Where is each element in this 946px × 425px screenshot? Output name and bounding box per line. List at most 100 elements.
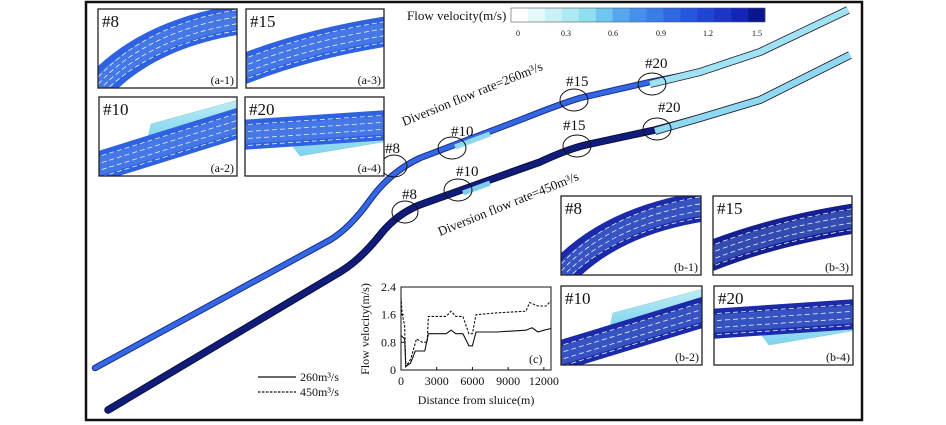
chart-legend: 260m³/s 450m³/s bbox=[258, 370, 339, 399]
colorbar-tick: 0.6 bbox=[608, 29, 618, 38]
inset-title: #10 bbox=[565, 289, 591, 308]
colorbar-swatch bbox=[697, 8, 715, 22]
channel-260 bbox=[91, 6, 850, 372]
flow-arrows bbox=[713, 215, 852, 253]
flow-arrows bbox=[561, 302, 702, 346]
colorbar-swatch bbox=[646, 8, 664, 22]
colorbar-tick: 1.2 bbox=[703, 29, 713, 38]
flow-arrows bbox=[246, 21, 384, 59]
flow-arrows bbox=[561, 203, 701, 273]
colorbar-swatch bbox=[544, 8, 563, 22]
marker-label: #20 bbox=[658, 100, 681, 116]
colorbar-swatch bbox=[578, 8, 596, 22]
colorbar-swatch bbox=[561, 8, 580, 22]
x-tick-label: 9000 bbox=[496, 374, 520, 388]
inset-title: #15 bbox=[250, 12, 276, 31]
x-tick-label: 3000 bbox=[425, 374, 449, 388]
velocity-chart: Distance from sluice(m) Flow velocity(m/… bbox=[358, 280, 559, 407]
legend-dashed-label: 450m³/s bbox=[300, 385, 339, 399]
flow-arrows bbox=[714, 310, 853, 322]
marker-label: #8 bbox=[402, 187, 417, 203]
inset-tag: (a-3) bbox=[358, 73, 381, 87]
flow-arrows bbox=[713, 222, 852, 260]
inset-title: #10 bbox=[103, 100, 129, 119]
marker-label: #15 bbox=[566, 74, 589, 90]
colorbar-swatches bbox=[511, 8, 766, 22]
flow-arrows bbox=[245, 135, 384, 147]
colorbar-swatch bbox=[527, 8, 546, 22]
inset-tag: (b-1) bbox=[674, 260, 698, 274]
y-tick-label: 1.6 bbox=[381, 308, 396, 322]
inset-tag: (b-4) bbox=[826, 350, 850, 364]
flow-arrows bbox=[561, 309, 702, 353]
inset-b2: #10 (b-2) bbox=[560, 285, 703, 366]
flow-arrows bbox=[570, 217, 701, 275]
inset-title: #8 bbox=[565, 199, 582, 218]
inset-a2: #10 (a-2) bbox=[98, 96, 238, 177]
marker-label: #15 bbox=[563, 118, 586, 134]
channel-450 bbox=[104, 51, 852, 414]
inset-a4: #20 (a-4) bbox=[244, 96, 385, 177]
flow-arrows bbox=[714, 317, 853, 329]
lower-markers: #8 #10 #15 #20 bbox=[391, 100, 681, 224]
series-line-260m³/s bbox=[400, 327, 552, 368]
colorbar-swatch bbox=[714, 8, 732, 22]
colorbar-tick: 1.5 bbox=[752, 29, 762, 38]
flow-arrows bbox=[713, 208, 852, 246]
flow-arrows bbox=[246, 35, 384, 73]
inset-a3: #15 (a-3) bbox=[245, 8, 385, 89]
colorbar-tick: 0 bbox=[516, 29, 520, 38]
flow-arrows bbox=[99, 113, 237, 157]
marker-label: #8 bbox=[385, 141, 400, 157]
flow-arrows bbox=[100, 23, 237, 88]
marker-label: #20 bbox=[645, 56, 668, 72]
colorbar-swatch bbox=[680, 8, 698, 22]
inset-a1: #8 (a-1) bbox=[97, 8, 238, 89]
flow-arrows bbox=[245, 121, 384, 133]
inset-b4: #20 (b-4) bbox=[713, 285, 854, 366]
y-tick-label: 0.8 bbox=[381, 335, 396, 349]
colorbar-swatch bbox=[612, 8, 630, 22]
flow-arrows bbox=[714, 303, 853, 315]
y-tick-label: 0 bbox=[390, 363, 396, 377]
x-tick-label: 12000 bbox=[529, 374, 559, 388]
inset-title: #20 bbox=[249, 100, 275, 119]
inset-tag: (a-4) bbox=[358, 161, 381, 175]
x-tick-label: 0 bbox=[398, 374, 404, 388]
x-tick-label: 6000 bbox=[460, 374, 484, 388]
inset-tag: (b-3) bbox=[825, 260, 849, 274]
marker-label: #10 bbox=[451, 124, 474, 140]
flow-arrows bbox=[246, 28, 384, 66]
colorbar-swatch bbox=[748, 8, 766, 22]
flow-arrows bbox=[99, 120, 237, 164]
colorbar-tick: 0.3 bbox=[561, 29, 571, 38]
flow-arrows bbox=[98, 9, 237, 79]
flow-arrows bbox=[563, 210, 701, 275]
colorbar-swatch bbox=[511, 8, 529, 22]
colorbar-swatch bbox=[663, 8, 681, 22]
flow-arrows bbox=[561, 316, 702, 360]
flow-arrows bbox=[561, 196, 701, 266]
inset-title: #15 bbox=[717, 199, 743, 218]
flow-arrows bbox=[98, 16, 237, 86]
flow-arrows bbox=[245, 114, 384, 126]
flow-arrows bbox=[713, 229, 852, 267]
flow-arrows bbox=[564, 323, 702, 365]
colorbar-swatch bbox=[629, 8, 647, 22]
marker-label: #10 bbox=[456, 164, 479, 180]
inset-title: #20 bbox=[718, 289, 744, 308]
colorbar-swatch bbox=[731, 8, 749, 22]
inset-tag: (a-2) bbox=[211, 161, 234, 175]
colorbar-border bbox=[510, 7, 766, 23]
colorbar-swatch bbox=[595, 8, 613, 22]
legend-solid-label: 260m³/s bbox=[300, 370, 339, 384]
series-line-450m³/s bbox=[400, 297, 552, 369]
flow-arrows bbox=[107, 30, 237, 88]
chart-ylabel: Flow velocity(m/s) bbox=[358, 283, 372, 375]
colorbar-title: Flow velocity(m/s) bbox=[407, 8, 506, 23]
flow-arrows bbox=[246, 42, 384, 80]
flow-arrows bbox=[245, 128, 384, 140]
flow-arrows bbox=[714, 324, 853, 336]
y-tick-label: 2.4 bbox=[381, 280, 396, 294]
